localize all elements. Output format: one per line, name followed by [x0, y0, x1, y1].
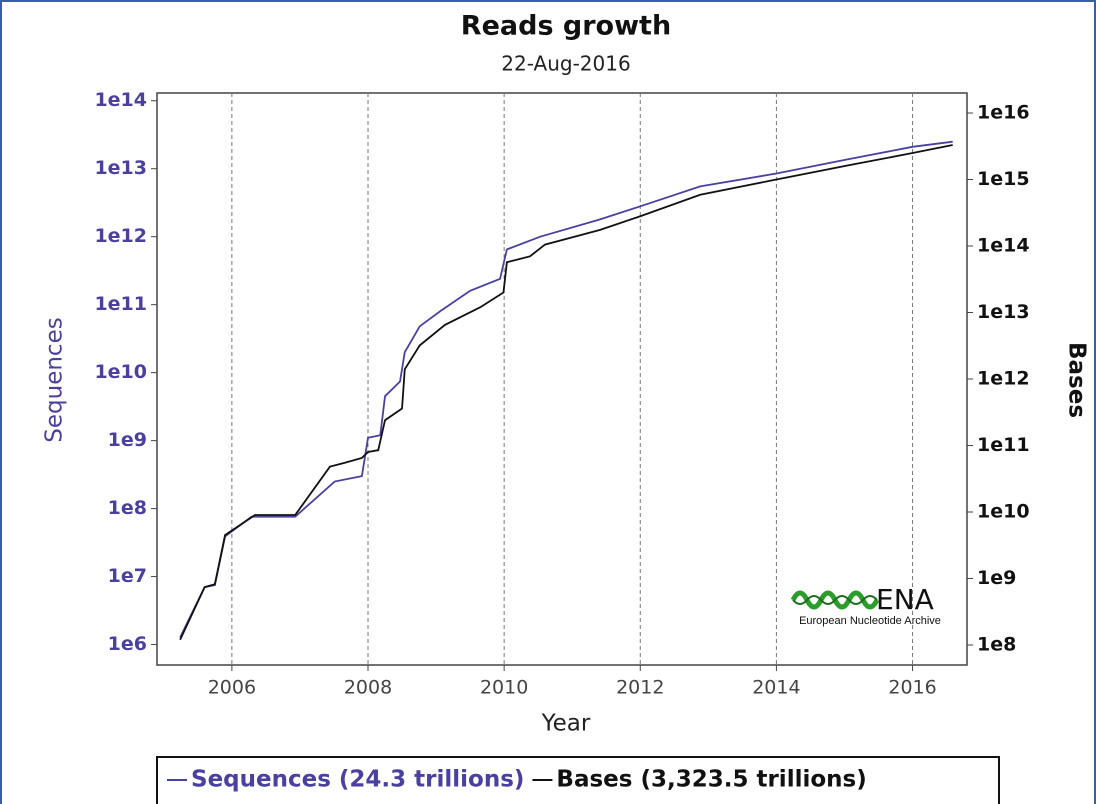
y2-tick-label: 1e10 — [977, 500, 1030, 522]
y2-tick-label: 1e16 — [977, 102, 1030, 124]
x-axis-label: Year — [541, 711, 591, 737]
logo: ENA European Nucleotide Archive — [790, 583, 941, 627]
x-tick-label: 2010 — [480, 677, 528, 699]
y2-tick-label: 1e11 — [977, 434, 1030, 456]
legend-label: Bases (3,323.5 trillions) — [556, 767, 866, 793]
logo-name: ENA — [876, 583, 934, 616]
y-tick-label: 1e7 — [108, 565, 147, 587]
x-tick-label: 2006 — [208, 677, 256, 699]
y-tick-label: 1e10 — [94, 361, 147, 383]
y-tick-label: 1e12 — [94, 225, 147, 247]
y-tick-label: 1e11 — [94, 293, 147, 315]
y-tick-label: 1e13 — [94, 157, 147, 179]
logo-subtitle: European Nucleotide Archive — [799, 615, 941, 627]
legend-label: Sequences (24.3 trillions) — [191, 767, 524, 793]
legend-box — [156, 756, 1000, 804]
y2-tick-label: 1e8 — [977, 633, 1016, 655]
y-axis-label: Sequences — [42, 317, 68, 442]
series-line — [179, 144, 953, 641]
y2-axis-label: Bases — [1064, 342, 1090, 418]
x-tick-label: 2008 — [344, 677, 392, 699]
logo-wave — [792, 595, 878, 605]
y-tick-label: 1e6 — [108, 633, 147, 655]
y2-tick-label: 1e9 — [977, 567, 1016, 589]
y-tick-label: 1e14 — [94, 89, 147, 111]
x-tick-label: 2014 — [752, 677, 800, 699]
chart-title: Reads growth — [461, 11, 671, 42]
y2-tick-label: 1e13 — [977, 301, 1030, 323]
y2-tick-label: 1e12 — [977, 368, 1030, 390]
y-tick-label: 1e9 — [108, 429, 147, 451]
series-line — [179, 140, 953, 638]
x-tick-label: 2012 — [616, 677, 664, 699]
chart-subtitle: 22-Aug-2016 — [501, 52, 630, 76]
y2-tick-label: 1e15 — [977, 168, 1030, 190]
y2-tick-label: 1e14 — [977, 235, 1030, 257]
y-tick-label: 1e8 — [108, 497, 147, 519]
x-tick-label: 2016 — [888, 677, 936, 699]
